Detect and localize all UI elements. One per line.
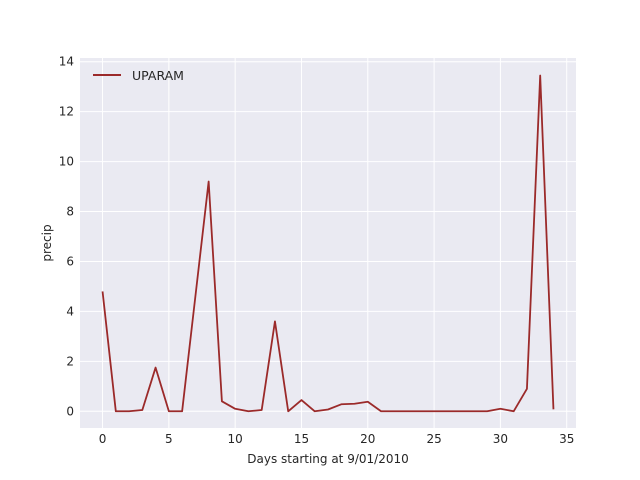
x-tick-label: 20 [360, 432, 375, 446]
y-tick-labels: 0 2 4 6 8 10 12 14 [59, 55, 74, 419]
x-tick-label: 25 [426, 432, 441, 446]
y-tick-label: 0 [66, 404, 74, 418]
x-tick-label: 30 [493, 432, 508, 446]
y-tick-label: 6 [66, 254, 74, 268]
x-tick-labels: 0 5 10 15 20 25 30 35 [99, 432, 575, 446]
grid [80, 58, 576, 428]
y-tick-label: 2 [66, 354, 74, 368]
y-tick-label: 8 [66, 205, 74, 219]
y-tick-label: 10 [59, 155, 74, 169]
x-tick-label: 5 [165, 432, 173, 446]
x-axis-label: Days starting at 9/01/2010 [247, 452, 408, 466]
x-tick-label: 10 [228, 432, 243, 446]
plot-area [80, 58, 576, 428]
legend: UPARAM [93, 68, 184, 83]
x-tick-label: 15 [294, 432, 309, 446]
legend-label: UPARAM [132, 68, 184, 83]
series-line-uparam [101, 74, 555, 413]
y-axis-label: precip [40, 224, 54, 261]
x-tick-label: 35 [559, 432, 574, 446]
y-tick-label: 12 [59, 105, 74, 119]
x-tick-label: 0 [99, 432, 107, 446]
y-tick-label: 4 [66, 304, 74, 318]
series-group [101, 74, 555, 413]
y-tick-label: 14 [59, 55, 74, 69]
